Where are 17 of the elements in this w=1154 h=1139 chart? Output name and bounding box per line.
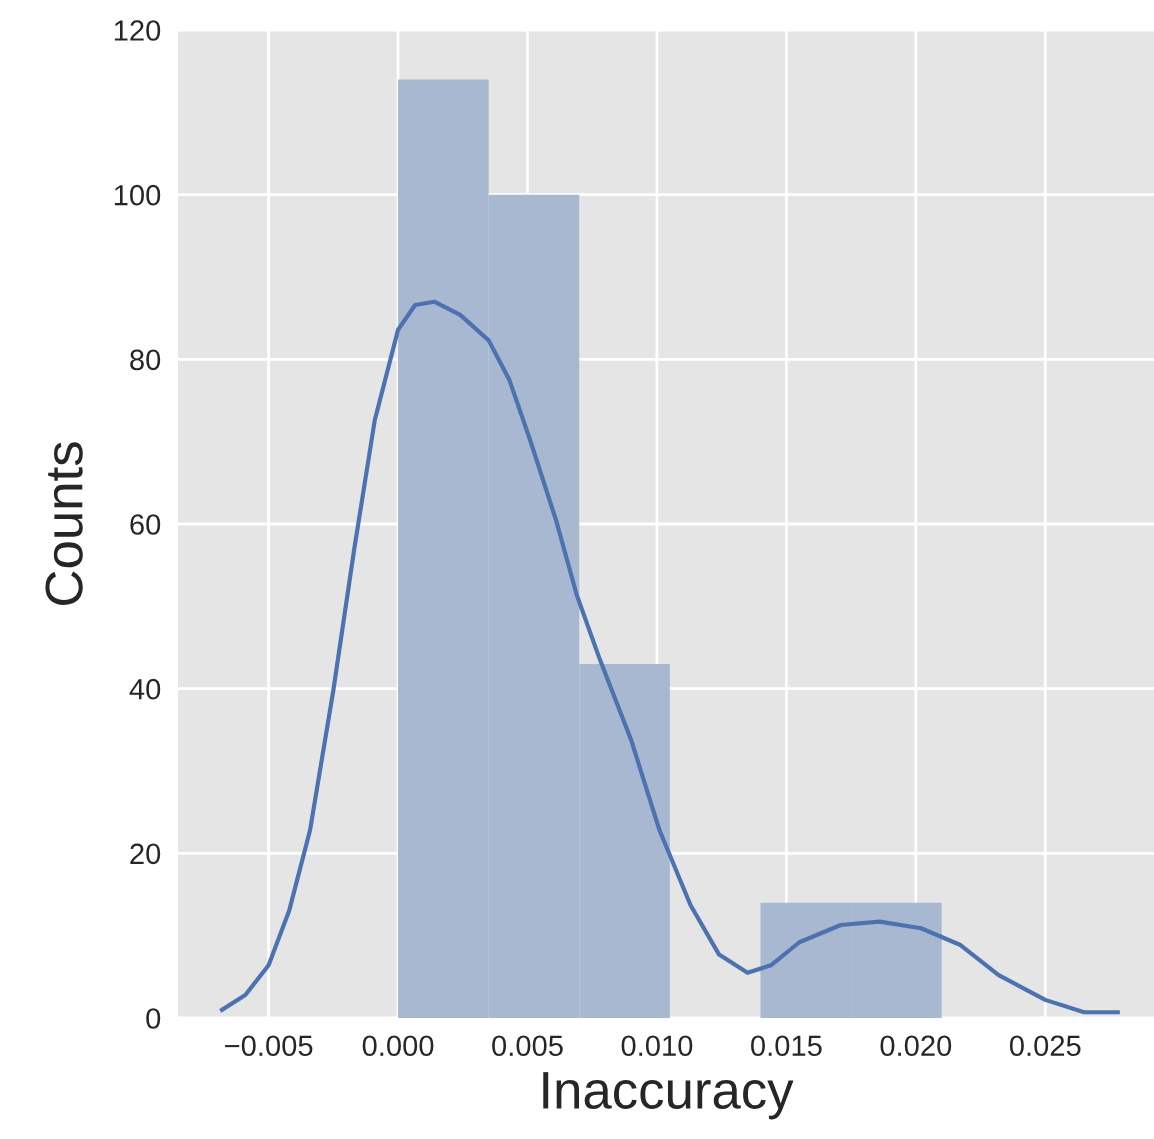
x-tick-label: 0.025 (1009, 1035, 1081, 1057)
y-axis-title: Counts (45, 442, 83, 605)
y-tick-label: 60 (130, 514, 161, 535)
y-tick-label: 100 (114, 184, 161, 206)
y-tick-label: 0 (146, 1008, 161, 1029)
y-tick-label: 20 (130, 843, 161, 865)
x-tick-label: 0.015 (751, 1035, 822, 1057)
x-axis-title: Inaccuracy (543, 1072, 794, 1120)
x-tick-label: 0.010 (621, 1035, 693, 1057)
line-series (219, 299, 1120, 1015)
x-tick-label: 0.000 (362, 1035, 434, 1057)
y-tick-label: 40 (129, 678, 161, 700)
x-tick-label: 0.020 (880, 1035, 952, 1057)
x-tick-label: 0.005 (492, 1035, 563, 1057)
y-tick-label: 80 (130, 349, 161, 371)
x-tick-label: −0.005 (225, 1035, 313, 1057)
y-tick-label: 120 (114, 20, 161, 41)
